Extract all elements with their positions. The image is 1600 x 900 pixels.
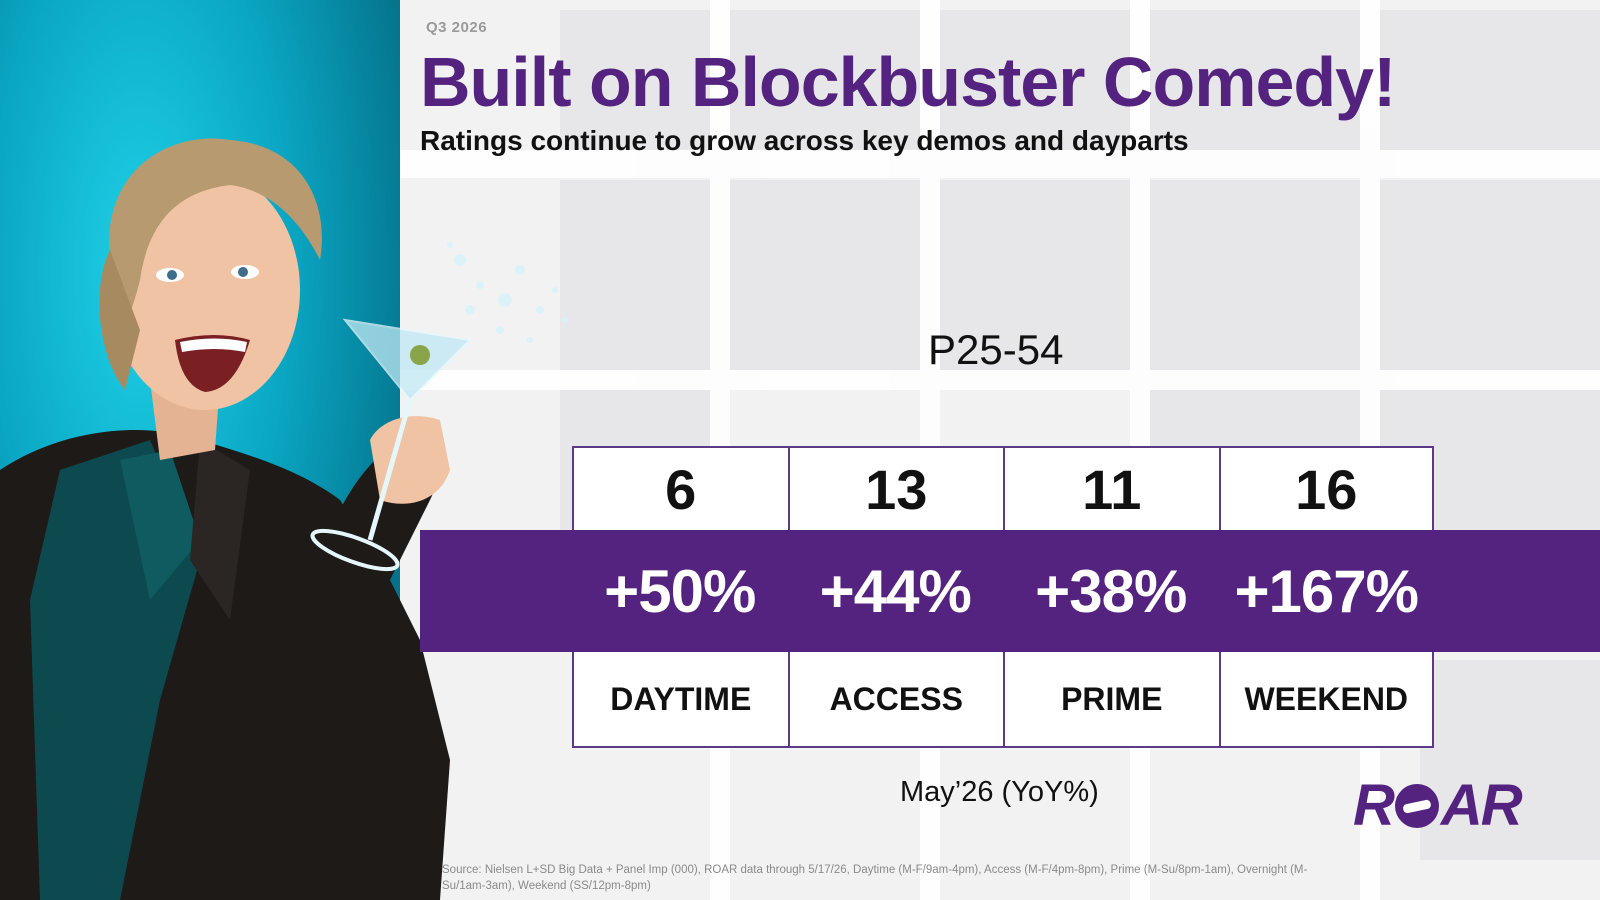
daypart-value-access: 13: [787, 446, 1003, 530]
quarter-label: Q3 2026: [426, 19, 488, 36]
daypart-value-weekend: 16: [1218, 446, 1434, 530]
daypart-label-prime: PRIME: [1003, 652, 1219, 748]
daypart-change-prime: +38%: [1035, 557, 1187, 625]
logo-o-icon: [1394, 783, 1439, 828]
daypart-change-daytime: +50%: [604, 557, 756, 625]
page-title: Built on Blockbuster Comedy!: [420, 43, 1396, 121]
demo-label: P25-54: [928, 326, 1064, 373]
page-subtitle: Ratings continue to grow across key demo…: [420, 125, 1189, 156]
daypart-change-weekend: +167%: [1234, 557, 1419, 625]
logo-text-left: R: [1353, 773, 1395, 838]
daypart-label-access: ACCESS: [787, 652, 1003, 748]
daypart-value-daytime: 6: [572, 446, 788, 530]
daypart-table: 6 13 11 16 +50% +44% +38% +167% DAYTIME …: [572, 446, 1434, 748]
daypart-label-weekend: WEEKEND: [1218, 652, 1434, 748]
hero-photo-background: [0, 0, 400, 900]
source-footnote: Source: Nielsen L+SD Big Data + Panel Im…: [442, 864, 1308, 892]
daypart-label-daytime: DAYTIME: [572, 652, 788, 748]
change-band: [420, 530, 1600, 652]
period-label: May’26 (YoY%): [900, 776, 1099, 808]
daypart-change-access: +44%: [819, 557, 972, 625]
daypart-value-prime: 11: [1003, 446, 1219, 530]
logo-text-right: AR: [1440, 773, 1523, 838]
roar-logo: R AR: [1353, 772, 1523, 839]
